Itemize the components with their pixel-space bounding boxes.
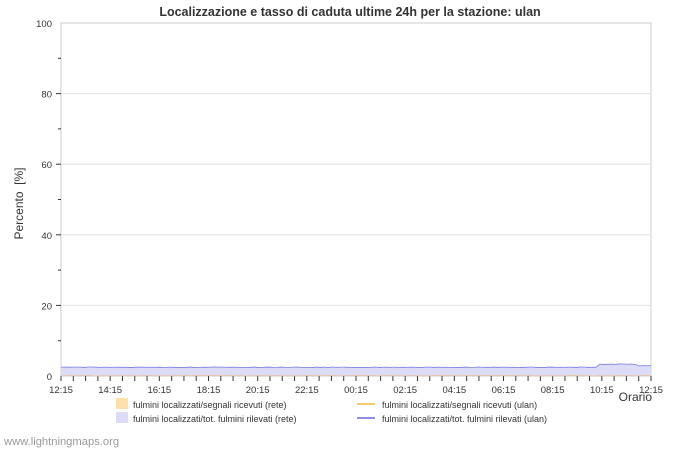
svg-text:10:15: 10:15 [590,385,614,396]
svg-text:12:15: 12:15 [49,385,73,396]
svg-text:40: 40 [41,231,52,242]
svg-text:fulmini localizzati/tot. fulmi: fulmini localizzati/tot. fulmini rilevat… [382,414,547,424]
svg-text:fulmini localizzati/tot. fulmi: fulmini localizzati/tot. fulmini rilevat… [133,414,297,424]
svg-text:0: 0 [47,372,52,383]
svg-text:fulmini localizzati/segnali ri: fulmini localizzati/segnali ricevuti (re… [133,400,287,410]
svg-text:02:15: 02:15 [393,385,417,396]
svg-text:08:15: 08:15 [541,385,565,396]
svg-text:20: 20 [41,301,52,312]
svg-text:06:15: 06:15 [492,385,516,396]
svg-text:16:15: 16:15 [147,385,171,396]
svg-text:100: 100 [36,19,52,30]
svg-text:60: 60 [41,160,52,171]
svg-text:04:15: 04:15 [442,385,466,396]
svg-text:18:15: 18:15 [197,385,221,396]
svg-text:12:15: 12:15 [639,385,663,396]
svg-text:fulmini localizzati/segnali ri: fulmini localizzati/segnali ricevuti (ul… [382,400,537,410]
svg-text:22:15: 22:15 [295,385,319,396]
svg-text:00:15: 00:15 [344,385,368,396]
svg-text:80: 80 [41,90,52,101]
svg-text:14:15: 14:15 [98,385,122,396]
svg-text:20:15: 20:15 [246,385,270,396]
